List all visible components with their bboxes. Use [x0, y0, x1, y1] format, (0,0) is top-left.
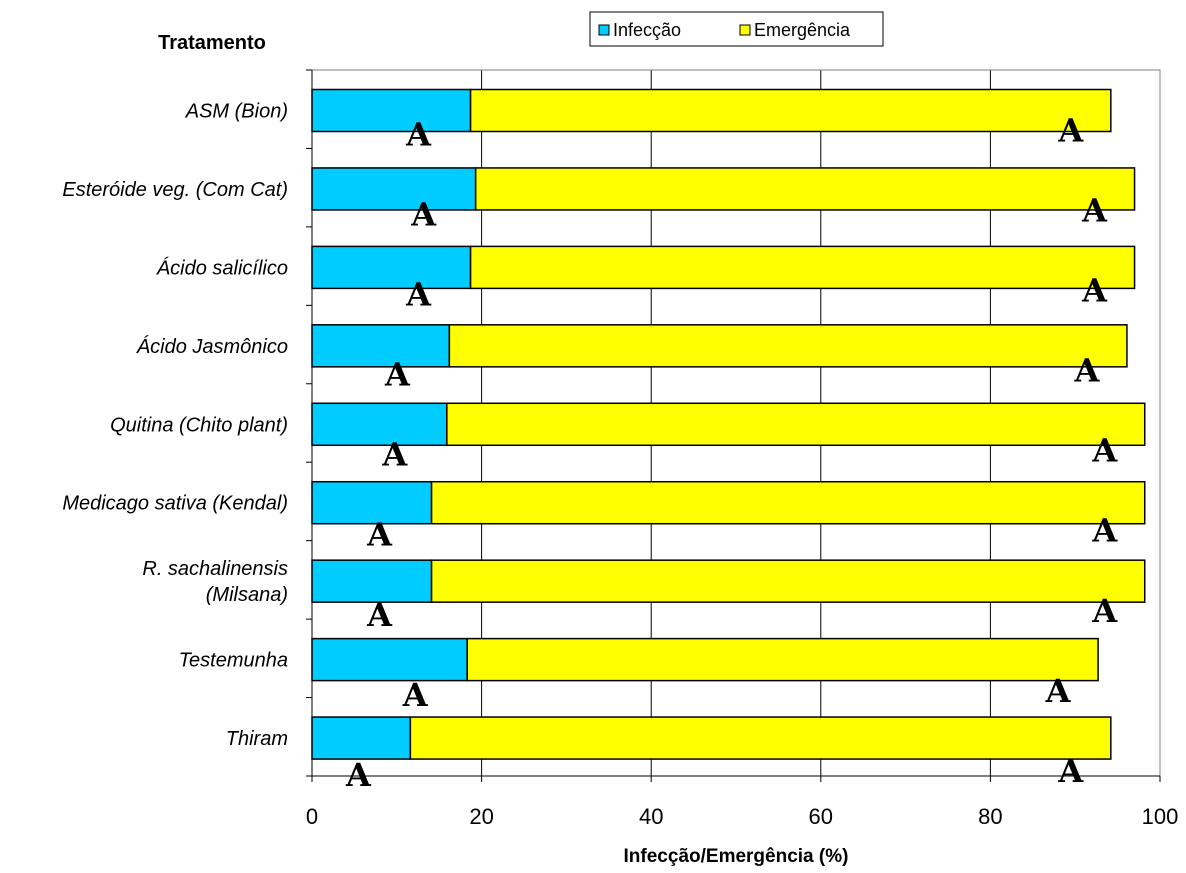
significance-letter: A — [1074, 352, 1101, 390]
significance-letter: A — [1057, 112, 1084, 150]
bar-emergencia — [466, 637, 1099, 682]
bar-emergencia — [430, 480, 1146, 525]
bar-infeccao — [311, 245, 472, 290]
legend-swatch-infeccao — [598, 24, 610, 36]
legend-box — [589, 11, 884, 47]
significance-letter: A — [381, 436, 408, 474]
bar-emergencia — [409, 716, 1112, 760]
x-tick-label: 100 — [1142, 804, 1179, 829]
significance-letter: A — [1081, 192, 1108, 230]
category-labels: ASM (Bion) Esteróide veg. (Com Cat) Ácido … — [62, 101, 288, 751]
significance-letter: A — [1081, 272, 1108, 310]
significance-letter: A — [1091, 592, 1118, 630]
bar-emergencia — [448, 324, 1128, 368]
category-label: ASM (Bion) — [185, 101, 288, 123]
legend-swatch-emergencia — [739, 24, 751, 36]
significance-letter: A — [366, 596, 393, 634]
bar-infeccao — [311, 324, 451, 368]
bar-emergencia — [430, 559, 1146, 603]
significance-letter: A — [405, 276, 432, 314]
bar-infeccao — [311, 402, 448, 447]
category-label: Quitina (Chito plant) — [110, 414, 288, 436]
significance-letter: A — [402, 676, 429, 714]
significance-letter: A — [1045, 672, 1072, 710]
category-label: Ácido salicílico — [156, 256, 288, 279]
significance-letter: A — [1091, 512, 1118, 550]
x-tick-labels: 0 20 40 60 80 100 — [306, 804, 1178, 829]
bar-emergencia — [446, 402, 1146, 447]
category-label: Ácido Jasmônico — [136, 335, 288, 358]
category-label: R. sachalinensis — [142, 558, 288, 580]
legend: Infecção Emergência — [589, 11, 884, 47]
bar-infeccao — [311, 167, 477, 211]
significance-letters: A A A A A A A A A A A A A A A A A A — [345, 112, 1118, 794]
bar-emergencia — [469, 88, 1112, 133]
significance-letter: A — [1091, 432, 1118, 470]
bar-infeccao — [311, 88, 472, 133]
bars — [311, 88, 1146, 760]
x-tick-label: 60 — [809, 804, 833, 829]
significance-letter: A — [410, 196, 437, 234]
category-label: Thiram — [226, 728, 288, 750]
category-label: (Milsana) — [206, 584, 288, 606]
legend-label-emergencia: Emergência — [754, 20, 851, 40]
significance-letter: A — [366, 516, 393, 554]
bar-infeccao — [311, 716, 412, 760]
bar-infeccao — [311, 559, 433, 603]
x-tick-label: 0 — [306, 804, 318, 829]
bar-infeccao — [311, 637, 468, 682]
category-label: Esteróide veg. (Com Cat) — [62, 179, 288, 201]
bar-emergencia — [474, 167, 1136, 211]
category-label: Medicago sativa (Kendal) — [62, 493, 288, 515]
axes — [306, 69, 1161, 782]
bar-emergencia — [469, 245, 1136, 290]
x-axis-title: Infecção/Emergência (%) — [624, 846, 849, 867]
significance-letter: A — [384, 356, 411, 394]
x-tick-label: 40 — [639, 804, 663, 829]
significance-letter: A — [1057, 752, 1084, 790]
significance-letter: A — [345, 756, 372, 794]
category-axis-title: Tratamento — [158, 32, 266, 54]
legend-label-infeccao: Infecção — [613, 20, 681, 40]
x-tick-label: 80 — [978, 804, 1002, 829]
x-tick-label: 20 — [469, 804, 493, 829]
category-label: Testemunha — [179, 650, 288, 672]
significance-letter: A — [405, 116, 432, 154]
